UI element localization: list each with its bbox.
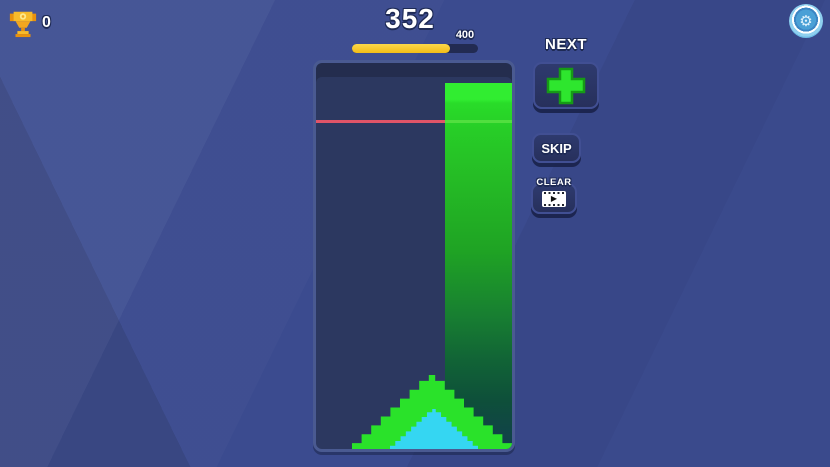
trophy-count: 0 [42, 14, 51, 31]
danger-line [316, 120, 512, 123]
settings-button[interactable]: ⚙ [789, 4, 823, 38]
falling-green-column [445, 83, 512, 449]
game-board[interactable] [313, 60, 515, 452]
progress-bar-fill [352, 44, 451, 53]
clear-label: CLEAR [536, 177, 572, 188]
next-piece-button[interactable] [533, 62, 599, 109]
trophy-icon [9, 11, 37, 38]
plus-piece-icon [546, 67, 586, 104]
score-value: 352 [385, 3, 435, 34]
play-icon: ▶ [550, 193, 558, 203]
clear-button[interactable]: ▶ [531, 183, 577, 214]
danger-line-overlay [445, 120, 512, 123]
gear-icon: ⚙ [799, 11, 813, 30]
progress-bar [352, 44, 478, 53]
skip-button[interactable]: SKIP [532, 133, 581, 163]
ad-video-icon: ▶ [542, 190, 566, 207]
skip-button-label: SKIP [541, 140, 572, 156]
goal-value: 400 [455, 29, 475, 41]
next-label: NEXT [544, 36, 587, 53]
